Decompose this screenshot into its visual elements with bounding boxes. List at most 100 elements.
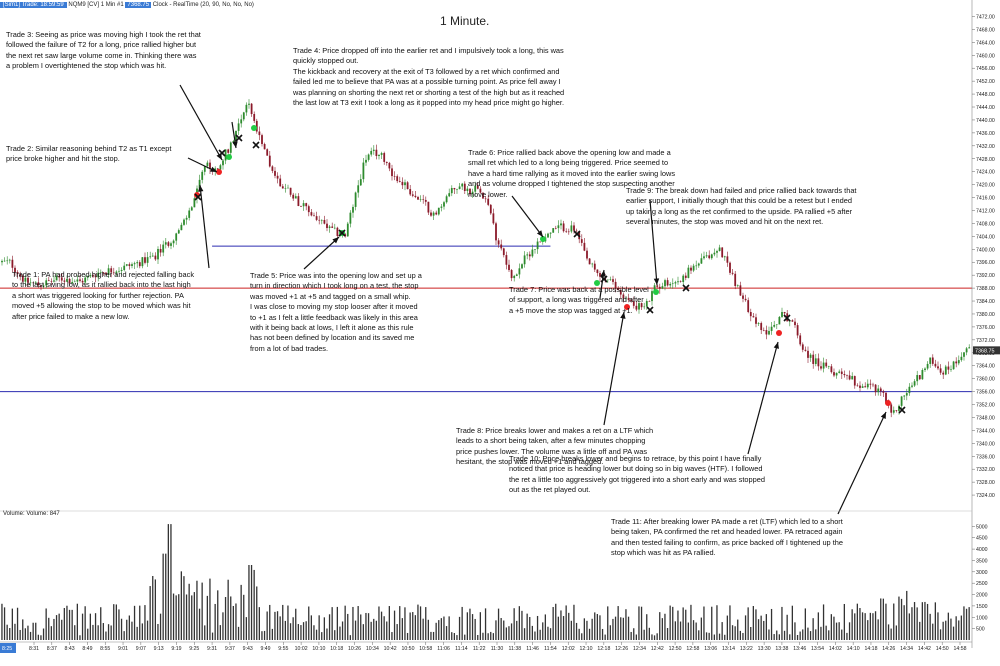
candle-body [944, 366, 947, 375]
candle-body [63, 280, 66, 282]
exit-marker [783, 314, 791, 322]
volume-bar [781, 606, 783, 640]
candle-body [716, 251, 718, 253]
candle-body [617, 288, 620, 291]
arrow-shaft [649, 199, 658, 286]
time-tick-label: 9:07 [136, 646, 146, 652]
candle-body [409, 189, 412, 195]
volume-bar [963, 606, 965, 640]
volume-bar [947, 612, 949, 640]
volume-bar [828, 630, 830, 640]
candle-body [383, 153, 386, 162]
volume-bar [685, 609, 687, 640]
volume-bar [867, 620, 869, 640]
time-tick-label: 10:10 [312, 646, 325, 652]
candle-body [885, 392, 887, 403]
volume-bar [269, 604, 271, 640]
candle-body [1, 260, 3, 263]
candle-body [229, 142, 232, 153]
time-tick-label: 11:22 [473, 646, 486, 652]
volume-bar [159, 613, 162, 640]
candle-body [851, 376, 854, 380]
volume-bar [425, 607, 427, 640]
candle-body [892, 410, 895, 413]
candle-body [942, 372, 945, 375]
arrow-head [232, 141, 238, 148]
annotation-trade4: Trade 4: Price dropped off into the earl… [293, 46, 565, 108]
volume-bar [908, 613, 910, 640]
candle-body [8, 259, 11, 261]
time-tick-label: 9:25 [189, 646, 199, 652]
volume-bar [45, 608, 47, 640]
exit-marker [682, 284, 690, 292]
exit-mark-stroke [682, 284, 690, 292]
volume-tick-label: 2500 [976, 581, 988, 587]
volume-bar [412, 612, 414, 640]
volume-tick-label: 5000 [976, 524, 988, 530]
price-tick-label: 7424.00 [976, 170, 995, 176]
time-tick-label: 13:22 [740, 646, 753, 652]
annotation-arrow [179, 84, 223, 161]
candle-body [138, 262, 141, 267]
candle-body [950, 369, 952, 370]
volume-bar [885, 603, 887, 640]
annotation-trade5: Trade 5: Price was into the opening low … [250, 271, 422, 353]
candle-body [97, 272, 100, 278]
candle-body [518, 268, 521, 275]
candle-body [625, 297, 627, 299]
volume-bar [872, 613, 874, 640]
candle-body [648, 301, 651, 302]
volume-bar [529, 617, 531, 640]
volume-bar [861, 612, 864, 640]
candle-body [42, 285, 45, 287]
volume-bar [575, 622, 578, 640]
volume-bar [542, 622, 544, 640]
candle-body [40, 285, 42, 287]
volume-bar [672, 606, 674, 640]
candle-body [630, 300, 633, 302]
volume-bar [357, 606, 359, 640]
volume-bar [139, 605, 141, 640]
candle-body [843, 373, 846, 376]
candle-body [762, 330, 765, 331]
candle-body [450, 188, 453, 194]
price-tick-label: 7392.00 [976, 273, 995, 279]
candle-body [162, 244, 165, 253]
candle-body [864, 386, 867, 388]
candle-body [573, 225, 575, 231]
candle-body [170, 243, 172, 246]
exit-mark-stroke [646, 306, 654, 314]
volume-bar [211, 632, 214, 640]
candle-body [583, 242, 586, 251]
volume-bar [250, 565, 253, 640]
volume-bar [708, 632, 710, 640]
volume-bar [373, 618, 375, 640]
volume-bar [952, 626, 955, 640]
volume-bar [846, 632, 848, 640]
volume-bar [716, 605, 718, 640]
volume-bar [521, 610, 523, 640]
candle-body [513, 275, 516, 279]
volume-bar [204, 625, 206, 640]
volume-bar [555, 603, 557, 640]
candle-body [687, 267, 690, 278]
time-tick-label: 8:31 [29, 646, 39, 652]
volume-axis: 5000 4500 4000 3500 3000 2500 2000 1500 1000 500 [0, 510, 988, 633]
chart-info: Clock - RealTime (20, 90, No, No, No) [152, 2, 254, 8]
candle-body [918, 375, 921, 380]
volume-bar [230, 596, 232, 640]
volume-bar [477, 635, 479, 640]
candle-body [752, 316, 755, 318]
annotation-trade9: Trade 9: The break down had failed and p… [626, 186, 857, 227]
exit-mark-stroke [338, 229, 346, 237]
price-tick-label: 7412.00 [976, 208, 995, 214]
candle-body [193, 198, 196, 208]
candle-body [19, 273, 22, 277]
candle-body [505, 255, 508, 265]
volume-bar [438, 620, 440, 640]
volume-tick-label: 500 [976, 627, 985, 633]
volume-bar [565, 605, 567, 640]
price-tick-label: 7420.00 [976, 183, 995, 189]
volume-bar [214, 603, 216, 640]
